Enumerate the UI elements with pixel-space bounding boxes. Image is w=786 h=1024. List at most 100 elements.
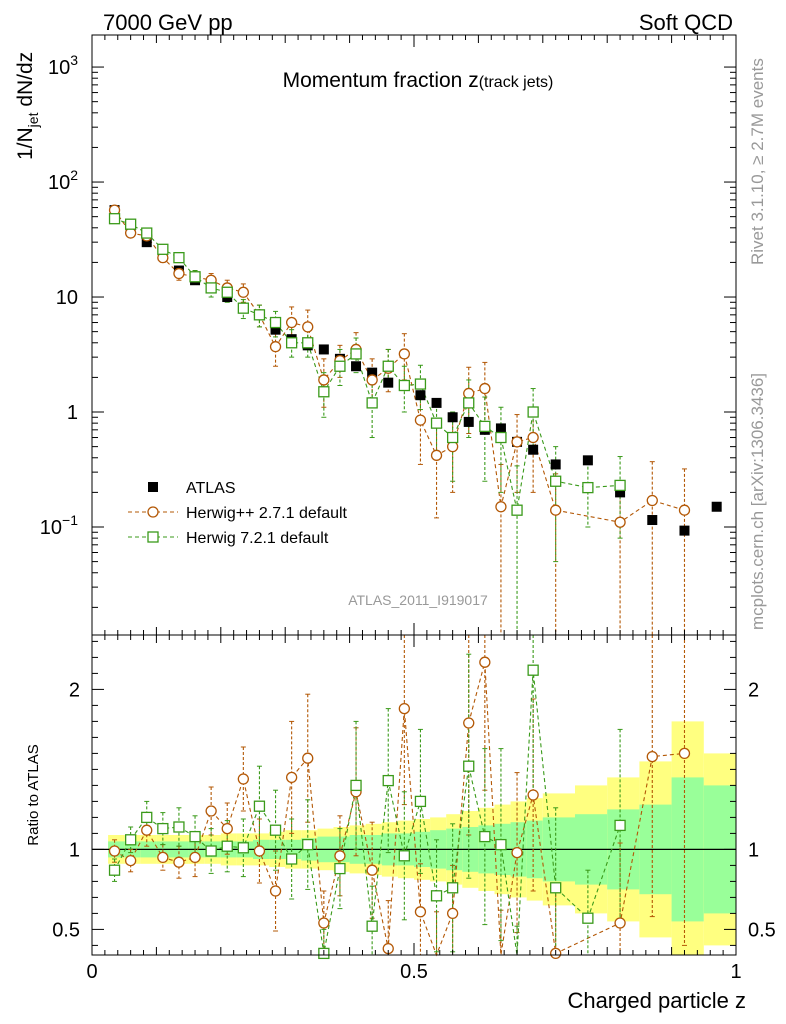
main-y-axis-label: 1/Njet dN/dz <box>14 52 41 160</box>
ratio-point-herwig7 <box>382 774 394 787</box>
ratio-point-herwig7 <box>189 830 201 843</box>
main-point-herwigpp <box>614 516 626 528</box>
main-point-herwigpp <box>527 431 539 444</box>
main-point-herwig7 <box>430 417 443 429</box>
main-point-atlas <box>528 444 539 455</box>
main-point-atlas <box>582 455 593 466</box>
main-point-atlas <box>367 367 378 378</box>
legend-marker-herwigpp <box>147 506 159 518</box>
main-point-herwigpp <box>678 504 691 516</box>
main-point-atlas <box>141 237 152 248</box>
main-point-herwig7 <box>334 360 346 372</box>
ratio-y-tick-label-left: 1 <box>69 839 80 861</box>
main-y-tick-label: 10 <box>56 287 78 309</box>
ratio-panel: 2 2 1 1 0.5 0.5 0 0.5 1 Ratio to ATLAS Charged p… <box>25 634 776 1013</box>
ratio-point-herwig7 <box>221 840 233 852</box>
main-point-herwig7 <box>511 504 523 516</box>
ratio-y-tick-label-left: 2 <box>69 679 80 701</box>
ratio-point-herwigpp <box>463 717 475 729</box>
header-right: Soft QCD <box>639 10 733 35</box>
main-point-herwigpp <box>414 414 427 426</box>
main-point-atlas <box>415 390 426 401</box>
ratio-point-herwigpp <box>141 824 153 836</box>
ratio-point-herwig7 <box>582 912 594 924</box>
ratio-point-herwigpp <box>253 845 266 857</box>
x-axis-label: Charged particle z <box>567 988 746 1013</box>
main-point-herwigpp <box>173 267 185 280</box>
main-point-herwig7 <box>463 397 475 409</box>
ratio-point-herwigpp <box>414 906 427 918</box>
main-title: Momentum fraction z(track jets) <box>283 69 554 92</box>
ratio-point-herwig7 <box>527 664 539 676</box>
ratio-point-herwigpp <box>189 851 201 864</box>
main-point-herwigpp <box>479 382 491 395</box>
ratio-point-herwig7 <box>269 824 282 836</box>
main-point-atlas <box>711 501 722 512</box>
ratio-point-herwig7 <box>141 811 153 824</box>
main-point-herwig7 <box>108 213 121 225</box>
ratio-point-herwigpp <box>302 752 314 764</box>
main-point-herwig7 <box>285 337 298 349</box>
ratio-point-herwigpp <box>678 747 691 760</box>
main-point-herwig7 <box>318 386 330 398</box>
x-tick-label: 1 <box>730 961 741 983</box>
main-point-herwig7 <box>479 420 491 433</box>
main-point-atlas <box>615 487 626 498</box>
ratio-y-tick-label-right: 1 <box>748 839 759 861</box>
ratio-point-herwigpp <box>479 656 491 668</box>
main-point-herwigpp <box>511 436 523 448</box>
ratio-point-herwigpp <box>527 789 539 801</box>
main-point-herwig7 <box>173 251 185 264</box>
ratio-point-herwigpp <box>511 846 523 859</box>
analysis-watermark: ATLAS_2011_I919017 <box>348 592 488 608</box>
main-point-herwig7 <box>350 348 362 360</box>
main-point-atlas <box>679 525 690 536</box>
main-point-herwig7 <box>124 218 137 230</box>
main-point-herwig7 <box>205 282 217 294</box>
main-point-herwigpp <box>302 321 314 333</box>
main-point-herwig7 <box>495 431 507 444</box>
main-line-herwig7 <box>114 218 621 511</box>
main-point-herwig7 <box>269 316 282 329</box>
ratio-point-herwig7 <box>124 834 137 846</box>
legend-label-herwig7: Herwig 7.2.1 default <box>186 530 329 547</box>
ratio-point-herwigpp <box>446 907 459 920</box>
ratio-point-herwigpp <box>237 773 249 785</box>
ratio-point-herwig7 <box>285 853 298 865</box>
main-point-herwigpp <box>269 341 282 353</box>
main-point-herwigpp <box>237 286 249 298</box>
ratio-point-herwigpp <box>157 851 169 864</box>
legend-marker-atlas <box>148 482 158 492</box>
main-point-herwigpp <box>550 504 562 516</box>
ratio-point-herwig7 <box>398 850 410 862</box>
main-point-herwig7 <box>366 397 378 409</box>
ratio-point-herwig7 <box>446 882 459 894</box>
ratio-point-herwig7 <box>157 822 169 835</box>
ratio-point-herwig7 <box>463 760 475 772</box>
ratio-point-herwig7 <box>237 842 249 854</box>
main-point-herwig7 <box>614 479 626 492</box>
ratio-y-tick-label-right: 2 <box>748 679 759 701</box>
main-point-herwigpp <box>398 348 410 360</box>
ratio-point-herwig7 <box>414 795 427 808</box>
ratio-point-herwigpp <box>398 702 410 715</box>
main-point-herwig7 <box>382 360 394 372</box>
main-point-herwig7 <box>527 406 539 418</box>
ratio-point-herwig7 <box>350 779 362 792</box>
legend-marker-herwig7 <box>147 531 159 543</box>
main-point-atlas <box>647 515 658 526</box>
main-point-herwig7 <box>414 378 427 390</box>
main-point-herwigpp <box>646 494 658 507</box>
ratio-point-herwigpp <box>124 854 137 867</box>
main-point-herwigpp <box>285 316 298 329</box>
mcplots-label: mcplots.cern.ch [arXiv:1306.3436] <box>748 373 767 630</box>
ratio-point-herwigpp <box>269 885 282 897</box>
ratio-point-herwig7 <box>108 864 121 876</box>
ratio-point-herwigpp <box>614 917 626 929</box>
ratio-point-herwig7 <box>253 800 266 812</box>
ratio-point-herwigpp <box>108 845 121 857</box>
main-point-herwig7 <box>141 227 153 239</box>
ratio-point-herwigpp <box>205 805 217 817</box>
main-y-tick-label: 10−1 <box>40 512 78 539</box>
